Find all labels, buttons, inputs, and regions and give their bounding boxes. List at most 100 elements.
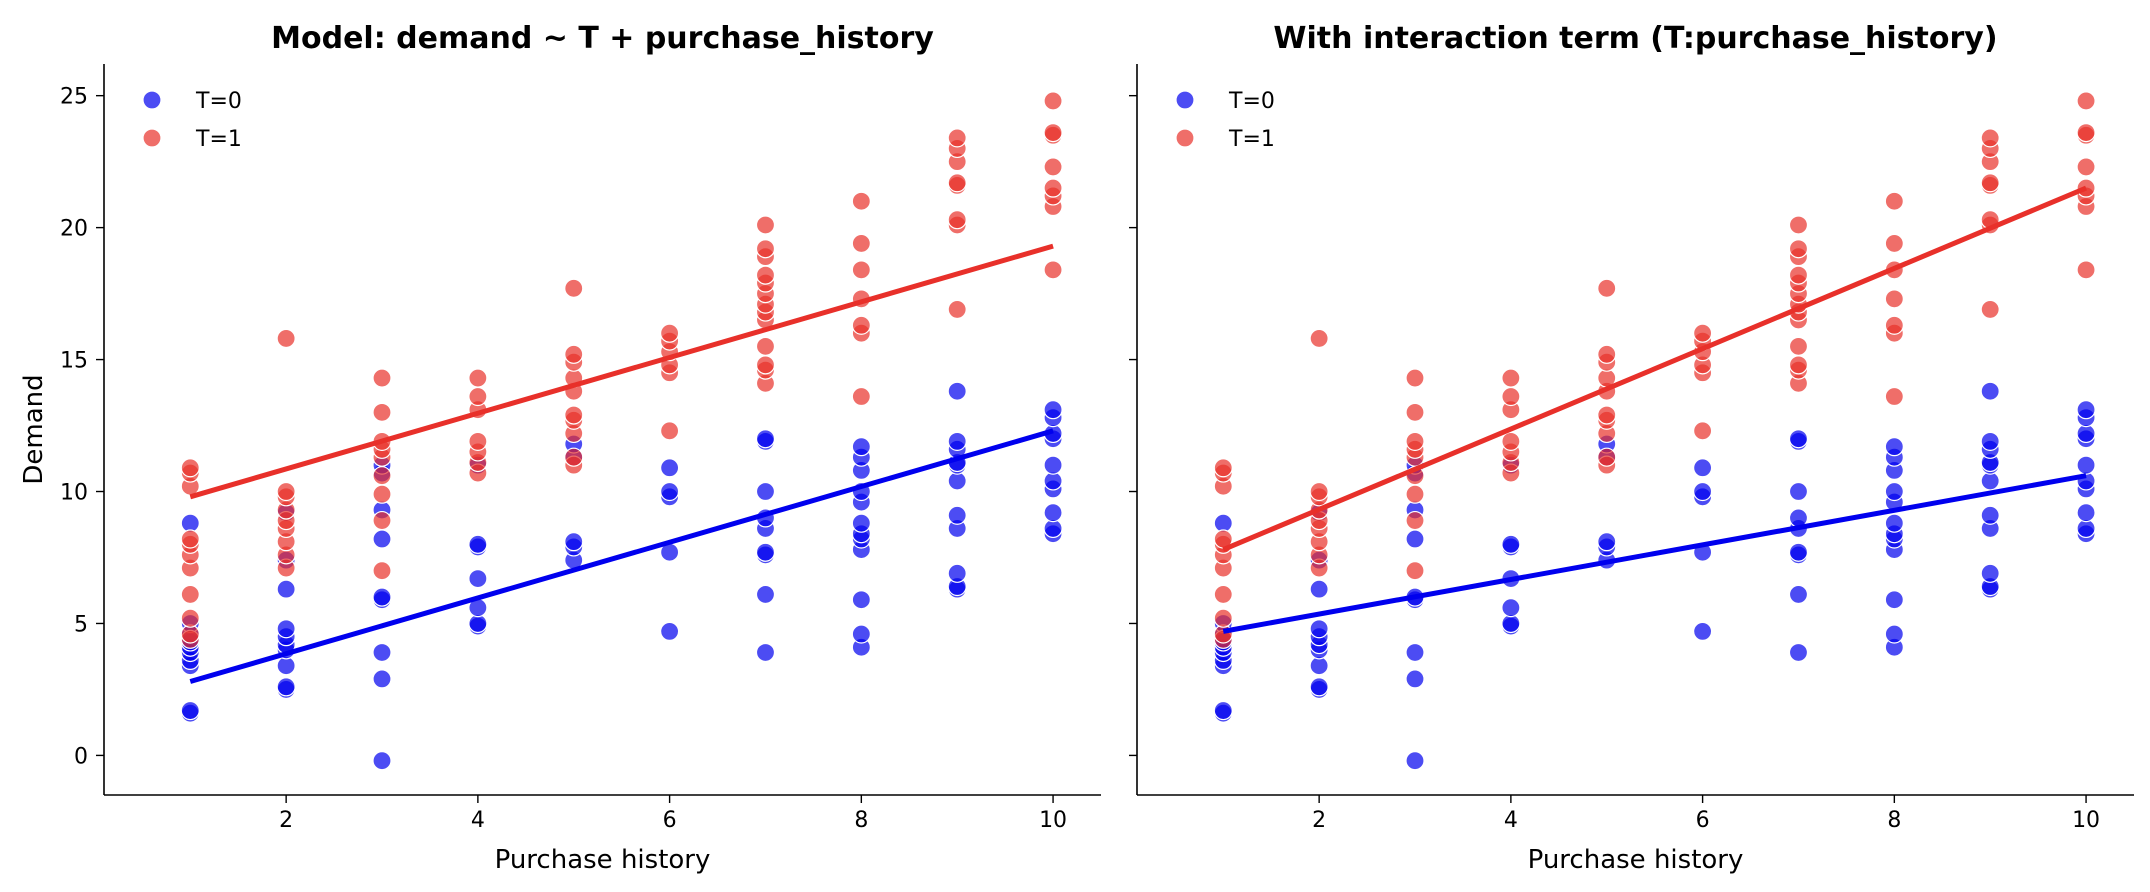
data-point — [276, 328, 296, 349]
data-point — [1693, 481, 1713, 502]
y-tick-label: 5 — [74, 612, 88, 637]
data-point — [1043, 260, 1063, 280]
data-point — [1309, 619, 1329, 639]
fit-line-T-1 — [1222, 185, 2088, 552]
data-point — [1597, 278, 1617, 298]
data-point — [1980, 381, 2000, 401]
chart-title: Model: demand ~ T + purchase_history — [271, 21, 934, 56]
data-point — [468, 569, 488, 589]
fit-line-T-0 — [1222, 473, 2087, 634]
data-point — [1213, 584, 1233, 605]
data-point — [947, 381, 967, 401]
data-point — [372, 669, 392, 689]
data-point — [1980, 431, 2000, 451]
left-panel: Model: demand ~ T + purchase_history 2 4 6 8… — [19, 21, 1101, 875]
data-point — [1405, 484, 1425, 504]
data-point — [1309, 481, 1329, 502]
data-point — [1043, 400, 1063, 420]
data-point — [947, 505, 967, 525]
series-T-1 — [180, 91, 1063, 649]
y-tick-label: 0 — [74, 744, 88, 769]
x-tick-label: 6 — [663, 808, 677, 833]
x-tick-label: 4 — [471, 808, 485, 833]
data-point — [468, 386, 488, 407]
data-point — [1884, 233, 1904, 254]
data-point — [1405, 529, 1425, 549]
legend-marker — [1175, 128, 1195, 148]
data-point — [1884, 437, 1904, 457]
x-tick-label: 8 — [1887, 808, 1901, 833]
y-axis-label: Demand — [19, 374, 49, 484]
data-point — [755, 215, 776, 235]
data-point — [1213, 458, 1233, 478]
series-T-1 — [1213, 91, 2096, 649]
data-point — [1788, 239, 1809, 259]
data-point — [372, 587, 392, 607]
data-point — [755, 642, 776, 663]
data-point — [180, 458, 200, 478]
data-point — [1693, 458, 1713, 478]
data-point — [180, 529, 200, 549]
chart-title: With interaction term (T:purchase_histor… — [1273, 21, 1997, 56]
data-point — [1884, 191, 1904, 211]
data-point — [1980, 173, 2000, 193]
data-point — [564, 532, 584, 552]
legend-marker — [1175, 90, 1195, 110]
data-point — [851, 437, 871, 457]
data-point — [1405, 669, 1425, 689]
data-point — [564, 278, 584, 298]
data-point — [1043, 91, 1063, 111]
data-point — [851, 260, 871, 280]
legend-label: T=1 — [1228, 127, 1275, 152]
data-point — [276, 619, 296, 639]
data-point — [1405, 402, 1425, 422]
data-point — [372, 402, 392, 422]
data-point — [180, 584, 200, 605]
data-point — [1788, 542, 1809, 562]
x-tick-label: 8 — [854, 808, 868, 833]
data-point — [1597, 532, 1617, 552]
data-point — [1597, 344, 1617, 364]
data-point — [1788, 429, 1809, 449]
data-point — [1309, 579, 1329, 599]
data-point — [2076, 455, 2096, 475]
data-point — [851, 191, 871, 211]
data-point — [468, 431, 488, 451]
data-point — [947, 173, 967, 193]
series-T-0 — [180, 381, 1063, 771]
data-point — [1884, 513, 1904, 533]
data-point — [1405, 431, 1425, 451]
data-point — [2076, 400, 2096, 420]
series-T-0 — [1213, 381, 2096, 771]
legend-label: T=0 — [195, 89, 242, 114]
data-point — [372, 510, 392, 531]
data-point — [276, 481, 296, 502]
data-point — [468, 368, 488, 388]
data-point — [1501, 534, 1521, 554]
data-point — [1884, 315, 1904, 335]
data-point — [372, 484, 392, 504]
data-point — [755, 336, 776, 356]
data-point — [1405, 642, 1425, 663]
data-point — [1788, 336, 1809, 356]
data-point — [755, 355, 776, 375]
data-point — [372, 751, 392, 771]
data-point — [372, 642, 392, 663]
data-point — [851, 315, 871, 335]
data-point — [276, 677, 296, 697]
data-point — [1884, 590, 1904, 610]
data-point — [1884, 289, 1904, 309]
data-point — [1980, 563, 2000, 583]
x-tick-label: 2 — [279, 808, 293, 833]
data-point — [1788, 265, 1809, 285]
data-point — [1043, 157, 1063, 177]
legend-marker — [142, 128, 162, 148]
data-point — [2076, 260, 2096, 280]
data-point — [1884, 624, 1904, 644]
data-point — [372, 561, 392, 581]
data-point — [2076, 123, 2096, 143]
data-point — [1597, 405, 1617, 425]
x-tick-label: 4 — [1504, 808, 1518, 833]
legend-label: T=1 — [195, 127, 242, 152]
